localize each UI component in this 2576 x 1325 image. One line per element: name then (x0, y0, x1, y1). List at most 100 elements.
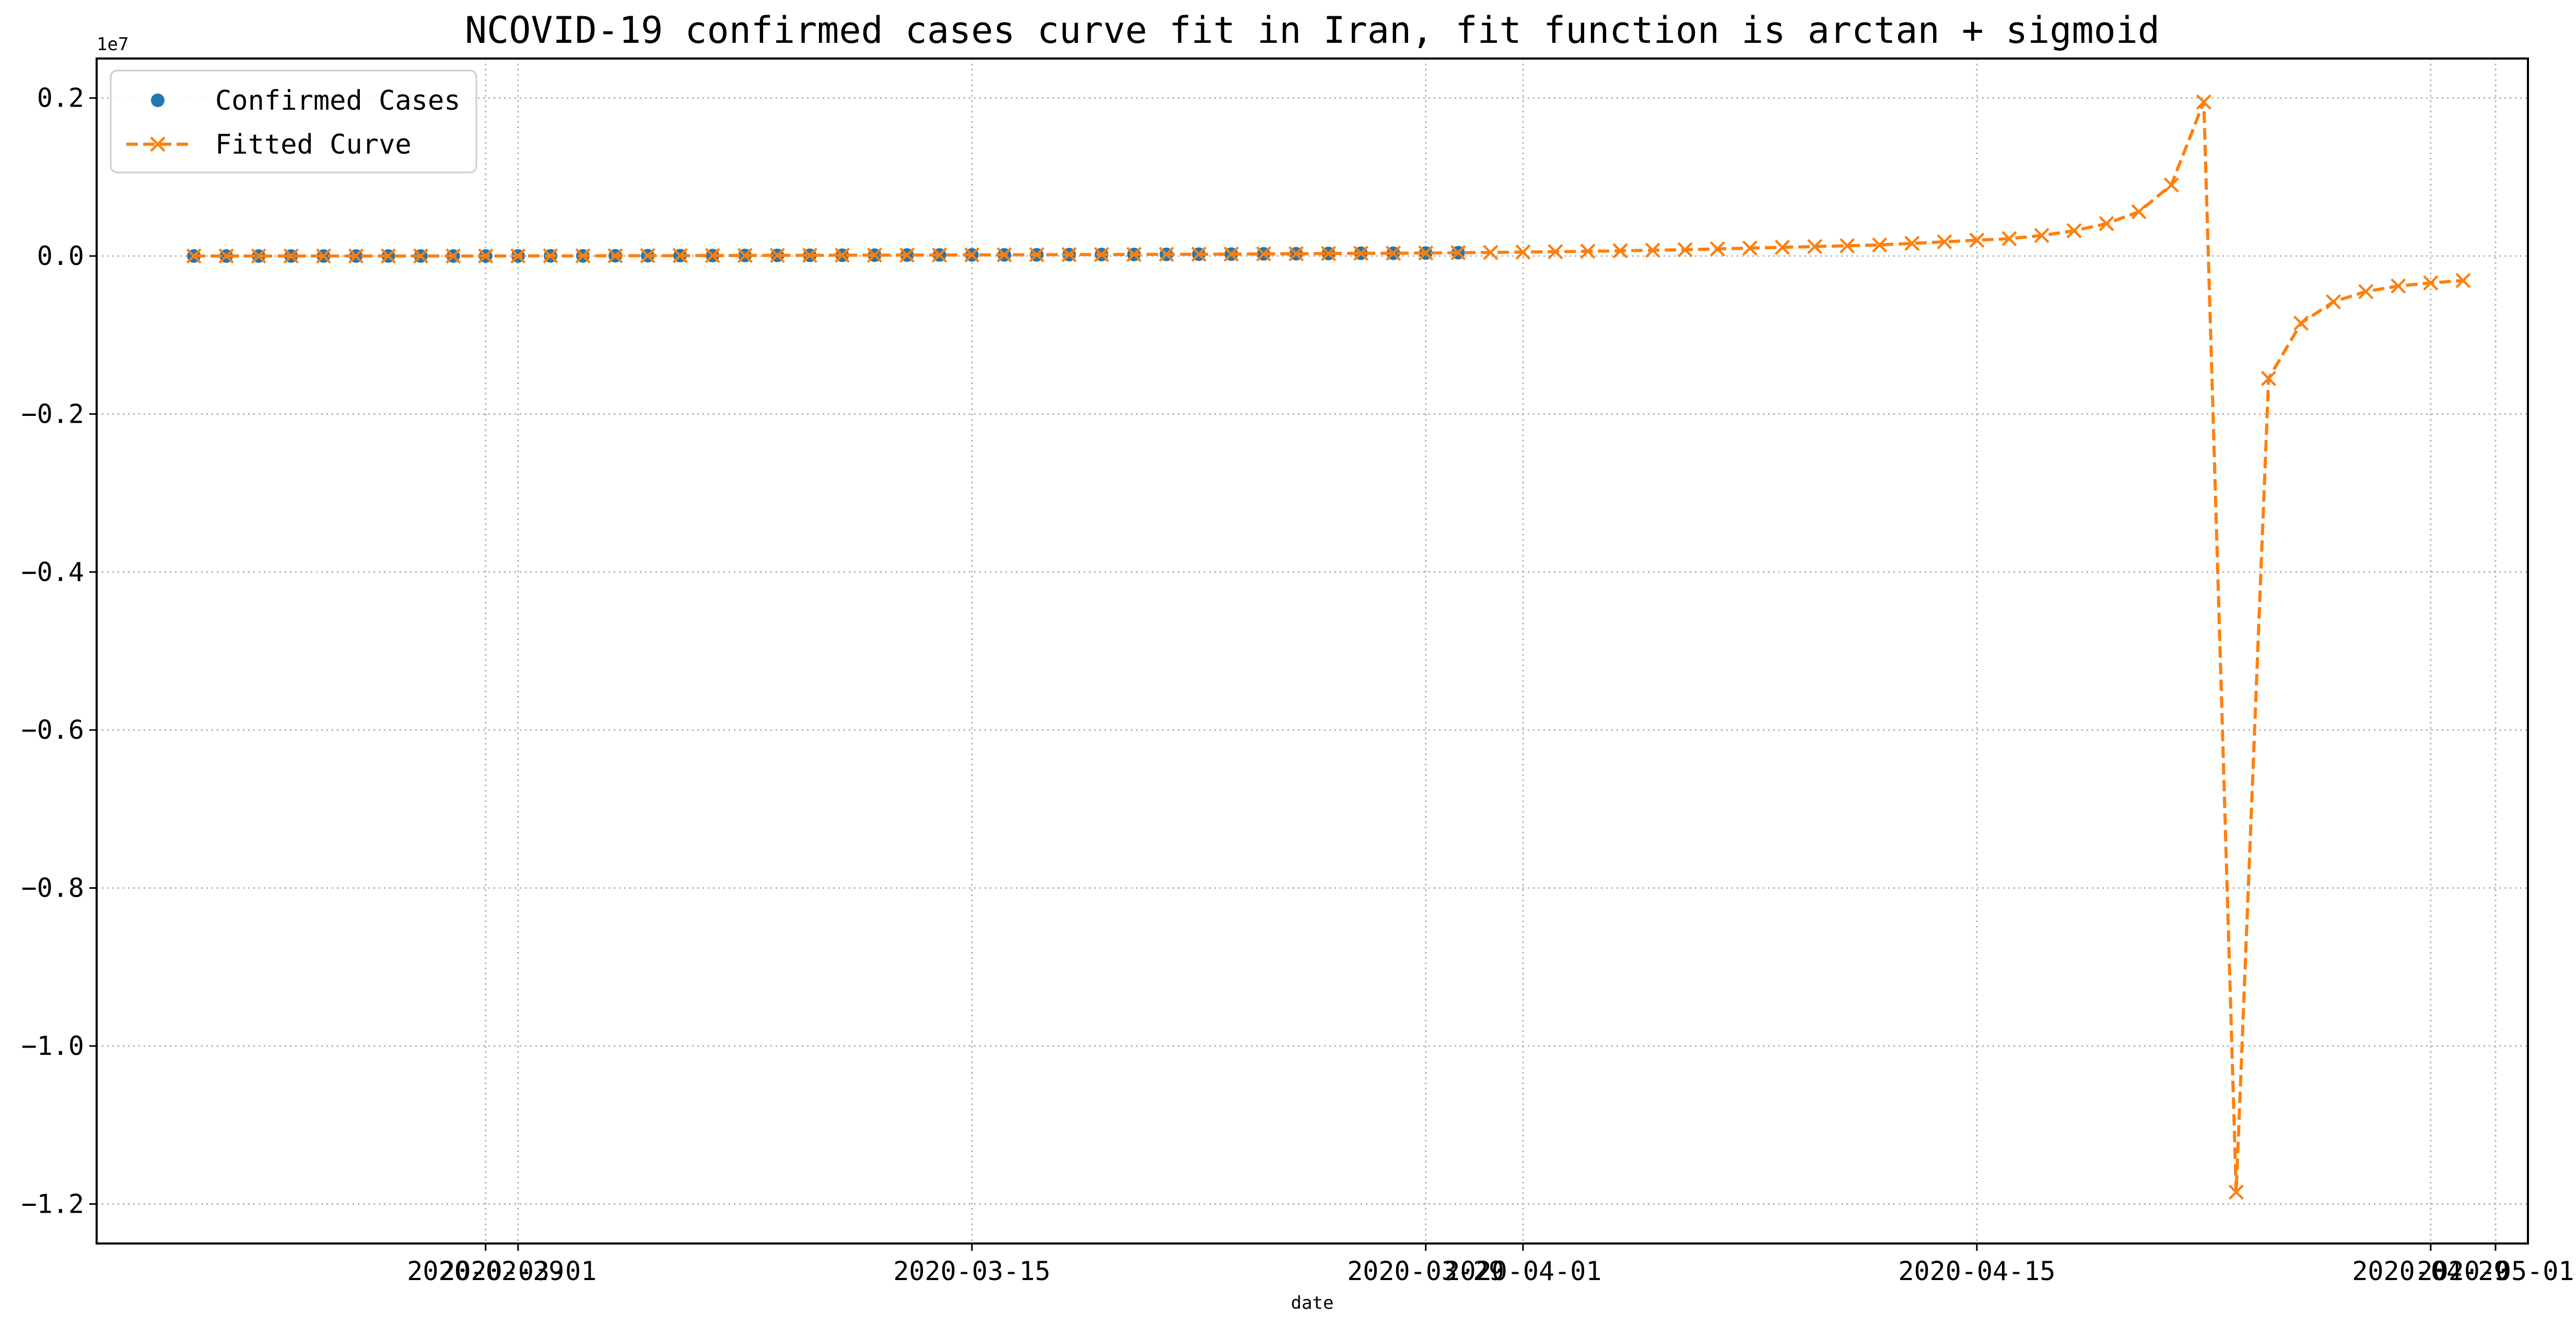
data-point-x (1645, 242, 1660, 258)
data-point-x (802, 248, 818, 263)
data-point-x (769, 248, 785, 263)
x-tick-label: 2020-03-29 (1347, 1256, 1504, 1286)
data-point-x (1709, 241, 1725, 257)
series-line (194, 100, 2464, 1194)
data-point-x (1840, 238, 1855, 253)
data-point-x (1158, 247, 1174, 262)
y-tick-label: −0.6 (21, 715, 84, 745)
data-point-x (2358, 284, 2374, 299)
data-point-x (1386, 246, 1401, 261)
data-point-x (1677, 242, 1693, 258)
data-point-x (218, 248, 234, 264)
y-tick-label: 0.0 (37, 241, 84, 271)
y-tick-label: −1.2 (21, 1189, 84, 1219)
data-point-x (2196, 94, 2211, 110)
y-tick-label: −1.0 (21, 1031, 84, 1061)
data-point-x (446, 248, 461, 264)
data-point-x (510, 248, 526, 264)
data-point-x (705, 248, 720, 263)
y-tick-label: −0.8 (21, 873, 84, 903)
data-point-x (1969, 233, 1985, 248)
y-tick-label: −0.2 (21, 399, 84, 429)
series-layer (186, 94, 2471, 1200)
data-point-x (2423, 275, 2439, 290)
x-tick-label: 2020-02-29 (407, 1256, 564, 1286)
data-point-x (283, 248, 299, 264)
legend-label: Fitted Curve (215, 129, 412, 160)
legend-marker (151, 94, 165, 107)
x-tick-label: 2020-03-15 (893, 1256, 1050, 1286)
data-point-x (1126, 247, 1142, 262)
data-point-x (1061, 247, 1077, 262)
data-point-x (1612, 243, 1628, 259)
data-point-x (1450, 245, 1466, 261)
legend-marker (150, 136, 166, 152)
x-tick-label: 2020-03-01 (439, 1256, 596, 1286)
data-point-x (186, 248, 202, 264)
data-point-x (1872, 237, 1888, 253)
chart-title: NCOVID-19 confirmed cases curve fit in I… (465, 9, 2160, 52)
data-point-x (1288, 246, 1304, 262)
plot-area-frame (96, 57, 2529, 1245)
legend-entry: Fitted Curve (126, 129, 412, 160)
series-fitted-curve (186, 94, 2471, 1200)
data-point-x (1094, 247, 1109, 262)
data-point-x (1029, 247, 1045, 263)
y-tick-label: 0.2 (37, 83, 84, 113)
data-point-x (2099, 216, 2114, 231)
data-point-x (2066, 223, 2082, 239)
x-tick-label: 2020-04-29 (2352, 1256, 2509, 1286)
data-point-x (997, 247, 1012, 263)
x-axis-label: date (1291, 1293, 1334, 1314)
data-point-x (2455, 273, 2471, 288)
data-point-x (1353, 246, 1369, 261)
data-point-x (1418, 245, 1434, 261)
y-axis-offset-label: 1e7 (97, 34, 128, 55)
data-point-x (964, 247, 980, 263)
data-point-x (607, 248, 623, 264)
data-point-x (543, 248, 558, 264)
axis-ticks: 0.2 0.0 −0.2 −0.4 −0.6 −0.8 −1.0 −1.2 2020-02-29… (21, 83, 2574, 1286)
data-point-x (1320, 246, 1337, 261)
data-point-x (315, 248, 332, 264)
data-point-x (1774, 239, 1790, 255)
data-point-x (413, 248, 429, 264)
y-tick-label: −0.4 (21, 557, 84, 587)
data-point-x (1937, 234, 1952, 250)
data-point-x (672, 248, 688, 263)
data-point-x (2131, 204, 2147, 219)
data-point-x (2326, 294, 2341, 310)
x-tick-label: 2020-04-15 (1898, 1256, 2055, 1286)
data-point-x (1483, 245, 1498, 260)
data-point-x (2163, 177, 2179, 193)
legend-box (110, 69, 477, 173)
legend-label: Confirmed Cases (215, 85, 461, 117)
data-point-x (2261, 370, 2277, 386)
data-point-x (381, 248, 396, 264)
data-point-x (348, 248, 364, 264)
data-point-x (1191, 246, 1207, 262)
data-point-x (2391, 278, 2406, 294)
data-point-x (867, 247, 883, 263)
data-point-x (2034, 228, 2050, 243)
data-point-x (932, 247, 947, 263)
data-point-x (1256, 246, 1271, 262)
legend-entry: Confirmed Cases (151, 85, 461, 117)
data-point-x (737, 248, 753, 263)
data-point-x (899, 247, 915, 263)
data-point-x (1580, 243, 1596, 259)
data-point-x (2228, 1184, 2244, 1200)
legend: Confirmed Cases Fitted Curve (110, 69, 477, 173)
data-point-x (1223, 246, 1239, 262)
data-point-x (834, 247, 850, 263)
data-point-x (251, 248, 266, 264)
data-point-x (1904, 236, 1920, 251)
grid (97, 59, 2528, 1243)
data-point-x (2001, 231, 2017, 247)
x-tick-label: 2020-05-01 (2417, 1256, 2574, 1286)
data-point-x (478, 248, 494, 264)
data-point-x (575, 248, 591, 264)
data-point-x (2293, 315, 2309, 331)
